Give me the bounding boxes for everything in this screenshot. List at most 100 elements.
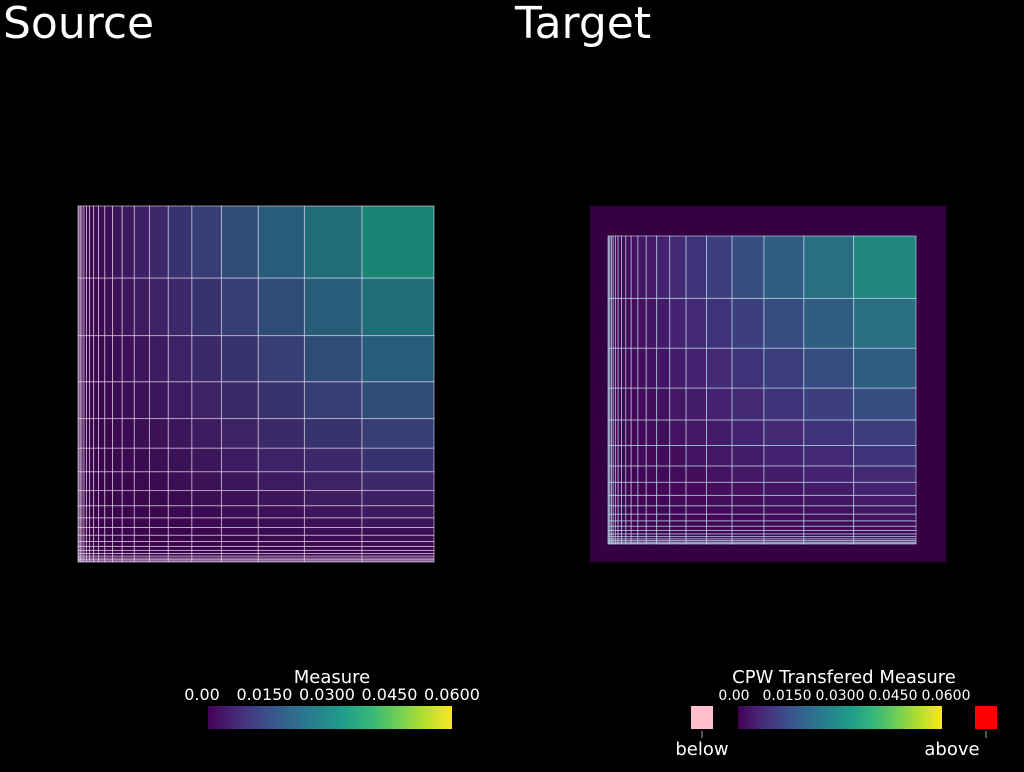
mesh-cell: [191, 335, 222, 383]
mesh-cell: [89, 527, 95, 536]
mesh-cell: [656, 445, 671, 467]
mesh-cell: [167, 418, 193, 449]
mesh-cell: [645, 530, 658, 535]
mesh-cell: [257, 471, 305, 492]
mesh-cell: [93, 205, 99, 279]
mesh-cell: [853, 525, 917, 531]
mesh-cell: [621, 520, 627, 527]
mesh-cell: [133, 205, 150, 279]
mesh-cell: [86, 447, 91, 473]
mesh-cell: [617, 530, 622, 535]
mesh-cell: [93, 490, 99, 507]
mesh-cell: [803, 347, 855, 389]
mesh-cell: [625, 419, 632, 446]
mesh-cell: [614, 494, 619, 507]
mesh-cell: [637, 347, 647, 389]
mesh-cell: [645, 481, 658, 496]
colorbar-tick-label: 0.0150: [237, 685, 293, 704]
mesh-cell: [706, 525, 733, 531]
mesh-cell: [121, 335, 135, 383]
colorbar-tick-label: 0.00: [718, 688, 749, 704]
mesh-cell: [706, 347, 733, 389]
mesh-cell: [621, 513, 627, 522]
mesh-cell: [731, 297, 765, 349]
mesh-cell: [104, 517, 113, 528]
mesh-cell: [121, 471, 135, 492]
mesh-cell: [112, 381, 123, 420]
mesh-cell: [731, 533, 765, 538]
mesh-cell: [625, 533, 632, 538]
mesh-cell: [630, 387, 639, 421]
mesh-cell: [257, 505, 305, 519]
mesh-cell: [685, 347, 707, 389]
mesh-cell: [112, 527, 123, 536]
mesh-cell: [617, 520, 622, 527]
mesh-cell: [167, 541, 193, 547]
mesh-cell: [112, 549, 123, 554]
mesh-cell: [93, 549, 99, 554]
mesh-cell: [191, 490, 222, 507]
mesh-cell: [361, 205, 435, 279]
mesh-cell: [637, 465, 647, 483]
mesh-cell: [98, 277, 106, 337]
mesh-cell: [803, 530, 855, 535]
mesh-cell: [112, 471, 123, 492]
mesh-cell: [731, 530, 765, 535]
mesh-cell: [303, 549, 363, 554]
mesh-cell: [133, 471, 150, 492]
mesh-cell: [86, 471, 91, 492]
mesh-cell: [685, 235, 707, 299]
mesh-cell: [89, 490, 95, 507]
mesh-cell: [617, 525, 622, 531]
mesh-cell: [148, 205, 169, 279]
mesh-cell: [167, 205, 193, 279]
mesh-cell: [191, 549, 222, 554]
mesh-cell: [685, 525, 707, 531]
mesh-cell: [167, 471, 193, 492]
mesh-cell: [614, 525, 619, 531]
mesh-cell: [167, 505, 193, 519]
mesh-cell: [220, 471, 259, 492]
mesh-cell: [191, 505, 222, 519]
mesh-cell: [614, 445, 619, 467]
mesh-cell: [167, 527, 193, 536]
mesh-cell: [86, 335, 91, 383]
mesh-cell: [621, 419, 627, 446]
mesh-cell: [731, 513, 765, 522]
mesh-cell: [803, 297, 855, 349]
mesh-cell: [621, 494, 627, 507]
mesh-cell: [614, 513, 619, 522]
mesh-cell: [706, 445, 733, 467]
mesh-cell: [191, 541, 222, 547]
mesh-cell: [731, 445, 765, 467]
mesh-cell: [669, 419, 687, 446]
mesh-cell: [86, 517, 91, 528]
mesh-cell: [121, 527, 135, 536]
mesh-cell: [191, 447, 222, 473]
mesh-cell: [303, 534, 363, 542]
mesh-cell: [133, 505, 150, 519]
mesh-cell: [625, 297, 632, 349]
mesh-cell: [630, 520, 639, 527]
mesh-cell: [104, 447, 113, 473]
mesh-cell: [148, 277, 169, 337]
mesh-cell: [625, 347, 632, 389]
mesh-cell: [89, 541, 95, 547]
mesh-cell: [86, 490, 91, 507]
mesh-cell: [121, 381, 135, 420]
mesh-cell: [630, 505, 639, 515]
mesh-cell: [625, 465, 632, 483]
mesh-cell: [133, 381, 150, 420]
below-label: below: [675, 739, 728, 760]
mesh-cell: [93, 335, 99, 383]
mesh-cell: [685, 505, 707, 515]
mesh-cell: [617, 513, 622, 522]
mesh-cell: [303, 505, 363, 519]
mesh-cell: [167, 277, 193, 337]
mesh-cell: [685, 465, 707, 483]
mesh-cell: [731, 525, 765, 531]
mesh-cell: [763, 465, 805, 483]
mesh-cell: [86, 545, 91, 551]
colorbar-tick-label: 0.0300: [816, 688, 865, 704]
mesh-cell: [148, 418, 169, 449]
